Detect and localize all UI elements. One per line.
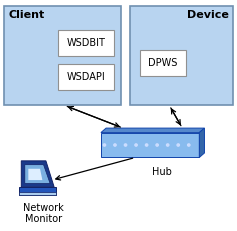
Polygon shape (101, 128, 205, 133)
Polygon shape (199, 128, 205, 158)
Polygon shape (19, 192, 56, 195)
Polygon shape (19, 187, 56, 195)
Circle shape (146, 144, 148, 146)
Polygon shape (101, 133, 199, 158)
Text: WSDBIT: WSDBIT (66, 38, 105, 48)
Text: Hub: Hub (152, 167, 172, 176)
Circle shape (177, 144, 179, 146)
Polygon shape (21, 161, 54, 187)
Circle shape (135, 144, 137, 146)
Circle shape (124, 144, 127, 146)
Text: Device: Device (187, 10, 228, 20)
Polygon shape (28, 169, 42, 180)
Text: WSDAPI: WSDAPI (66, 72, 105, 82)
Text: Client: Client (9, 10, 45, 20)
Text: Network
Monitor: Network Monitor (23, 203, 64, 224)
FancyBboxPatch shape (58, 64, 114, 90)
Circle shape (188, 144, 190, 146)
Circle shape (156, 144, 158, 146)
Text: DPWS: DPWS (148, 58, 178, 68)
FancyBboxPatch shape (58, 30, 114, 56)
FancyBboxPatch shape (140, 50, 187, 76)
Polygon shape (25, 165, 50, 183)
Circle shape (167, 144, 169, 146)
FancyBboxPatch shape (4, 6, 121, 105)
FancyBboxPatch shape (130, 6, 233, 105)
Circle shape (103, 144, 106, 146)
Circle shape (114, 144, 116, 146)
